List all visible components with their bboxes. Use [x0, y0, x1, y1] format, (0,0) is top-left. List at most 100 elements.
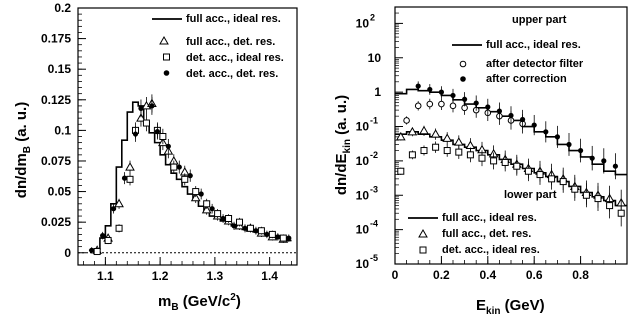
right-point-series-5	[466, 151, 474, 159]
right-point-series-5	[559, 178, 567, 186]
right-point-series-4	[453, 137, 464, 146]
left-legend-label-4: det. acc., det. res.	[186, 68, 278, 80]
right-y-tick-label: 10	[356, 16, 370, 30]
right-point-series-2	[578, 147, 584, 154]
right-y-tick-label: 10	[356, 154, 370, 168]
right-point-series-4	[430, 129, 441, 138]
right-point-series-5	[490, 157, 498, 165]
right-point-series-5	[478, 154, 486, 162]
left-y-tick-label: 0.1	[54, 123, 71, 137]
lower-legend-triangle-marker	[418, 228, 428, 238]
right-point-series-5	[420, 147, 428, 155]
left-point-series-2	[181, 175, 189, 183]
lower-part-annotation: lower part	[504, 189, 557, 201]
right-point-series-2	[496, 108, 502, 114]
left-point-series-2	[104, 237, 112, 245]
right-point-series-2	[601, 158, 607, 164]
lower-legend-label-2: full acc., det. res.	[442, 228, 531, 240]
right-x-tick-label: 0.8	[572, 268, 589, 282]
upper-legend-label-3: after correction	[486, 73, 567, 85]
left-point-series-1	[190, 192, 201, 202]
left-y-tick-label: 0.025	[41, 215, 71, 229]
left-point-series-3	[110, 206, 117, 212]
left-legend-triangle-marker	[159, 35, 169, 45]
left-y-tick-label: 0.075	[41, 154, 71, 168]
left-legend-label-2: full acc., det. res.	[186, 36, 275, 48]
right-point-series-5	[513, 162, 521, 170]
right-point-series-1	[449, 102, 457, 110]
right-point-series-2	[543, 129, 549, 135]
left-point-series-2	[246, 224, 254, 232]
left-y-axis-label: dn/dmB (a. u.)	[13, 102, 33, 198]
right-point-series-2	[462, 96, 468, 102]
left-point-series-3	[187, 173, 193, 179]
left-point-series-3	[138, 105, 144, 111]
left-y-tick-label: 0	[64, 246, 71, 260]
left-point-series-1	[114, 198, 124, 208]
left-point-series-3	[242, 225, 248, 231]
right-y-tick-label: 10	[356, 223, 370, 237]
right-point-series-5	[594, 195, 602, 203]
left-point-series-2	[225, 214, 233, 222]
left-point-series-3	[100, 233, 106, 239]
left-point-series-2	[93, 248, 101, 256]
left-point-series-3	[198, 191, 204, 197]
left-point-series-3	[89, 247, 95, 253]
right-point-series-5	[548, 175, 556, 183]
right-y-tick-exponent: -4	[370, 219, 378, 229]
left-legend-label-3: det. acc., ideal res.	[186, 52, 284, 64]
lower-legend-square-marker	[419, 246, 427, 254]
right-point-series-2	[531, 122, 537, 128]
left-point-series-2	[214, 210, 222, 218]
left-point-series-3	[149, 103, 155, 109]
right-point-series-5	[571, 185, 579, 193]
right-point-series-5	[455, 148, 463, 156]
right-point-series-2	[473, 100, 479, 106]
right-point-series-5	[501, 158, 509, 166]
left-point-series-1	[125, 162, 135, 171]
left-point-series-2	[192, 188, 200, 196]
left-point-series-2	[142, 119, 150, 127]
right-y-tick-label: 10	[356, 188, 370, 202]
left-point-series-2	[236, 218, 244, 226]
right-point-series-2	[554, 134, 561, 140]
right-y-tick-label: 10	[356, 257, 370, 271]
right-y-tick-exponent: -3	[370, 184, 378, 194]
right-point-series-1	[414, 102, 422, 110]
left-x-tick-label: 1.3	[207, 269, 224, 283]
right-point-series-5	[443, 147, 451, 155]
left-x-axis-label: mB (GeV/c2)	[158, 292, 241, 313]
right-point-series-5	[397, 167, 405, 175]
left-data	[78, 94, 297, 256]
left-point-series-2	[257, 227, 265, 235]
right-point-series-4	[419, 125, 429, 135]
right-point-series-2	[589, 155, 595, 161]
right-x-tick-label: 0.6	[526, 268, 543, 282]
left-y-tick-label: 0.15	[48, 62, 72, 76]
right-y-tick-exponent: -2	[370, 150, 378, 160]
right-point-series-5	[606, 202, 614, 210]
right-x-tick-label: 0	[392, 268, 399, 282]
right-y-tick-exponent: 2	[370, 12, 375, 22]
left-ticks: 1.1 1.2 1.3 1.4 0 0.025 0.05 0.075 0.1 0.125 0.15 0…	[41, 1, 292, 283]
lower-legend-label-3: det. acc., ideal res.	[442, 244, 540, 256]
left-point-series-2	[203, 200, 211, 208]
left-y-tick-label: 0.2	[54, 1, 71, 15]
left-point-series-2	[115, 224, 123, 232]
left-point-series-3	[253, 228, 259, 234]
right-point-series-1	[403, 117, 410, 124]
right-point-series-1	[438, 100, 445, 108]
left-y-tick-label: 0.05	[48, 185, 72, 199]
left-point-series-3	[176, 164, 182, 170]
right-point-series-5	[617, 209, 625, 217]
left-y-tick-label: 0.125	[41, 93, 71, 107]
left-point-series-3	[121, 175, 128, 181]
upper-legend-filled-circle-marker	[460, 76, 466, 82]
right-point-series-5	[524, 167, 532, 175]
right-point-series-2	[508, 112, 514, 119]
upper-legend-label-1: full acc., ideal res.	[486, 39, 581, 51]
right-y-tick-label: 1	[374, 85, 381, 99]
